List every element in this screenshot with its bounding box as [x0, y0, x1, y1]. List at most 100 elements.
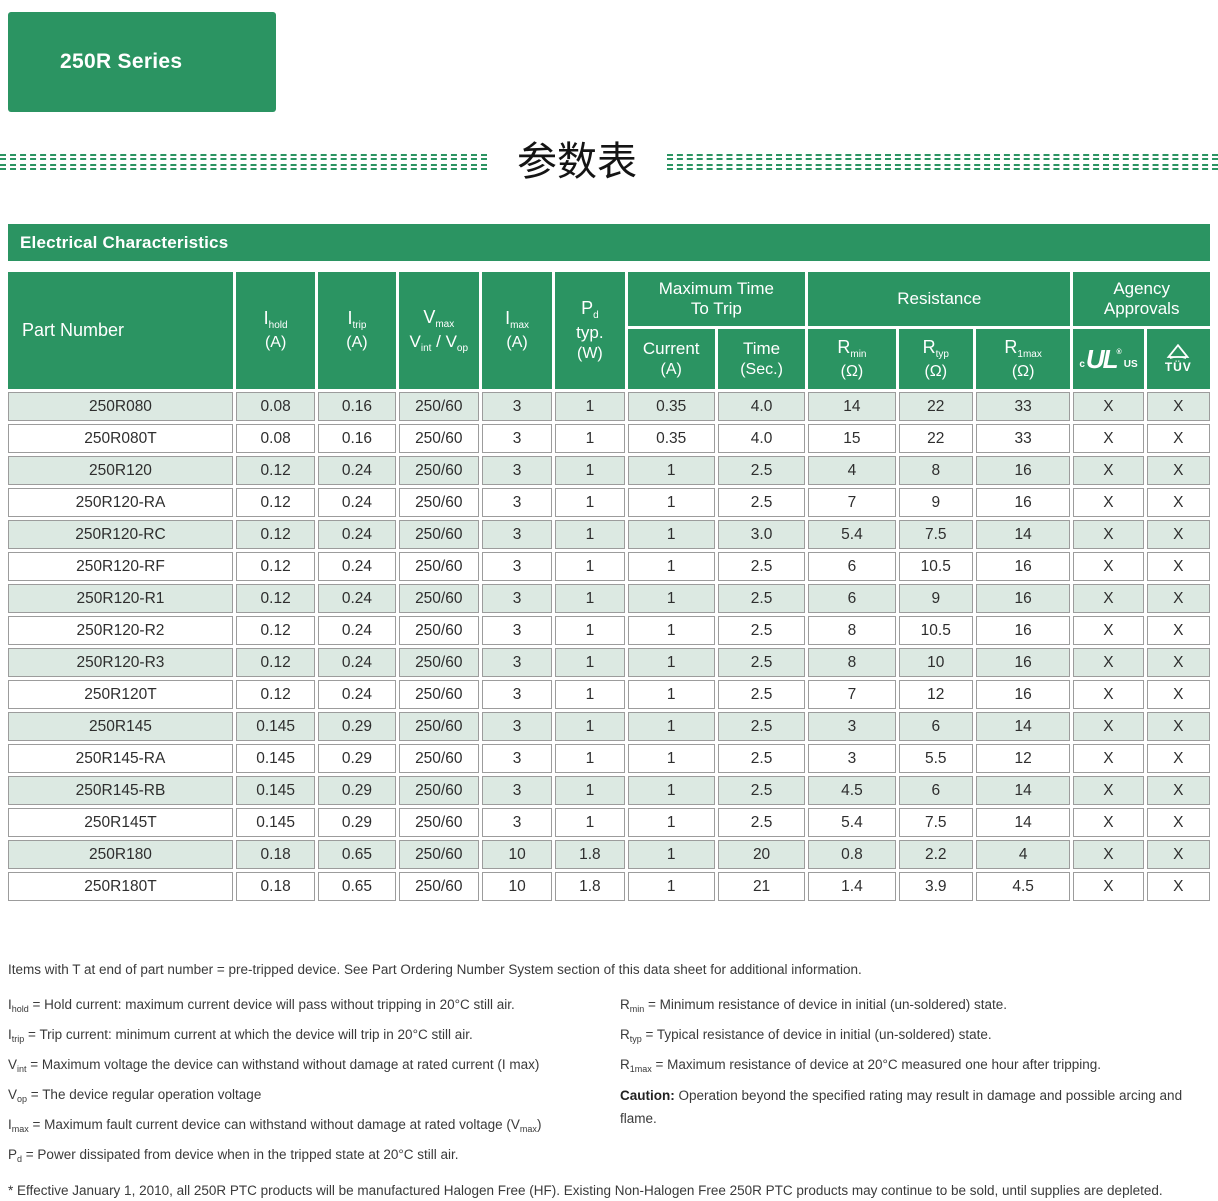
col-group-resistance: Resistance — [808, 272, 1071, 326]
value-cell: 16 — [975, 680, 1071, 709]
value-cell: 250/60 — [398, 520, 479, 549]
value-cell: X — [1073, 616, 1144, 645]
table-body: 250R080 0.08 0.16 250/60 3 1 0.35 4.0 14 22 33 X X 25… — [8, 392, 1210, 901]
value-cell: 4.0 — [717, 392, 806, 421]
value-cell: 0.08 — [235, 392, 316, 421]
electrical-characteristics-table: Part Number Ihold (A) Itrip (A) Vmax Vin… — [5, 269, 1213, 904]
value-cell: 250/60 — [398, 488, 479, 517]
value-cell: 0.8 — [808, 840, 896, 869]
part-number-cell: 250R120T — [8, 680, 233, 709]
col-header-current: Current (A) — [627, 329, 715, 389]
value-cell: 1 — [627, 552, 715, 581]
value-cell: 33 — [975, 424, 1071, 453]
value-cell: 0.24 — [318, 456, 396, 485]
value-cell: X — [1073, 872, 1144, 901]
value-cell: 8 — [808, 648, 896, 677]
value-cell: 1 — [555, 392, 625, 421]
value-cell: 250/60 — [398, 648, 479, 677]
footnote-line: Itrip = Trip current: minimum current at… — [8, 1027, 473, 1044]
value-cell: X — [1146, 808, 1210, 837]
value-cell: 250/60 — [398, 776, 479, 805]
value-cell: 2.5 — [717, 488, 806, 517]
value-cell: 0.24 — [318, 648, 396, 677]
value-cell: 1 — [555, 648, 625, 677]
value-cell: 2.5 — [717, 680, 806, 709]
value-cell: X — [1073, 424, 1144, 453]
value-cell: 0.18 — [235, 872, 316, 901]
part-number-cell: 250R120-R3 — [8, 648, 233, 677]
value-cell: 1 — [555, 488, 625, 517]
value-cell: X — [1146, 712, 1210, 741]
table-row: 250R120-RC 0.12 0.24 250/60 3 1 1 3.0 5.4 7.5 14 X X — [8, 520, 1210, 549]
footnote-line: Caution: Operation beyond the specified … — [620, 1088, 1183, 1126]
value-cell: 1 — [627, 456, 715, 485]
value-cell: 3 — [481, 776, 553, 805]
value-cell: 1 — [555, 520, 625, 549]
value-cell: 10.5 — [898, 552, 973, 581]
value-cell: 0.12 — [235, 648, 316, 677]
value-cell: 1 — [555, 616, 625, 645]
table-row: 250R145T 0.145 0.29 250/60 3 1 1 2.5 5.4 7.5 14 X X — [8, 808, 1210, 837]
part-number-cell: 250R145-RA — [8, 744, 233, 773]
value-cell: X — [1146, 424, 1210, 453]
col-header-cul-us: c UL® US — [1073, 329, 1144, 389]
table-row: 250R180T 0.18 0.65 250/60 10 1.8 1 21 1.4 3.9 4.5 X… — [8, 872, 1210, 901]
part-number-cell: 250R120-RC — [8, 520, 233, 549]
value-cell: 1 — [555, 776, 625, 805]
value-cell: 7.5 — [898, 808, 973, 837]
value-cell: 1 — [627, 872, 715, 901]
value-cell: 3 — [808, 744, 896, 773]
value-cell: 250/60 — [398, 584, 479, 613]
value-cell: 0.18 — [235, 840, 316, 869]
value-cell: 0.24 — [318, 680, 396, 709]
value-cell: 4 — [975, 840, 1071, 869]
value-cell: X — [1073, 680, 1144, 709]
value-cell: 22 — [898, 392, 973, 421]
value-cell: 3 — [481, 680, 553, 709]
value-cell: 1 — [627, 680, 715, 709]
footnote-caution-label: Caution: — [620, 1088, 675, 1103]
part-number-header-label: Part Number — [22, 319, 125, 340]
table-row: 250R080 0.08 0.16 250/60 3 1 0.35 4.0 14 22 33 X X — [8, 392, 1210, 421]
value-cell: 4.5 — [808, 776, 896, 805]
value-cell: X — [1073, 552, 1144, 581]
value-cell: 14 — [975, 776, 1071, 805]
footnote-line: Rmin = Minimum resistance of device in i… — [620, 997, 1008, 1014]
value-cell: 16 — [975, 648, 1071, 677]
value-cell: 7 — [808, 488, 896, 517]
value-cell: 2.2 — [898, 840, 973, 869]
value-cell: 0.12 — [235, 584, 316, 613]
value-cell: 2.5 — [717, 808, 806, 837]
value-cell: 3 — [481, 424, 553, 453]
value-cell: X — [1146, 520, 1210, 549]
value-cell: X — [1146, 552, 1210, 581]
value-cell: 7.5 — [898, 520, 973, 549]
value-cell: 250/60 — [398, 712, 479, 741]
footnote-columns: Ihold = Hold current: maximum current de… — [8, 992, 1210, 1172]
table-row: 250R145 0.145 0.29 250/60 3 1 1 2.5 3 6 14 X X — [8, 712, 1210, 741]
value-cell: 3.9 — [898, 872, 973, 901]
value-cell: 250/60 — [398, 552, 479, 581]
value-cell: 1 — [555, 456, 625, 485]
value-cell: 1 — [555, 552, 625, 581]
value-cell: 2.5 — [717, 648, 806, 677]
value-cell: 14 — [975, 712, 1071, 741]
value-cell: 0.12 — [235, 680, 316, 709]
col-group-agency-approvals: Agency Approvals — [1073, 272, 1210, 326]
table-row: 250R080T 0.08 0.16 250/60 3 1 0.35 4.0 15 22 33 X X — [8, 424, 1210, 453]
value-cell: 21 — [717, 872, 806, 901]
value-cell: X — [1146, 392, 1210, 421]
value-cell: 5.4 — [808, 808, 896, 837]
value-cell: 3 — [481, 712, 553, 741]
value-cell: 3 — [481, 392, 553, 421]
table-row: 250R120-R3 0.12 0.24 250/60 3 1 1 2.5 8 10 16 X X — [8, 648, 1210, 677]
value-cell: 1 — [555, 584, 625, 613]
value-cell: 3 — [808, 712, 896, 741]
value-cell: 0.24 — [318, 488, 396, 517]
value-cell: X — [1073, 840, 1144, 869]
value-cell: X — [1146, 744, 1210, 773]
value-cell: 22 — [898, 424, 973, 453]
value-cell: 1 — [627, 712, 715, 741]
tuv-certification-icon: TÜV — [1147, 343, 1210, 374]
pretripped-note: Items with T at end of part number = pre… — [8, 962, 862, 977]
